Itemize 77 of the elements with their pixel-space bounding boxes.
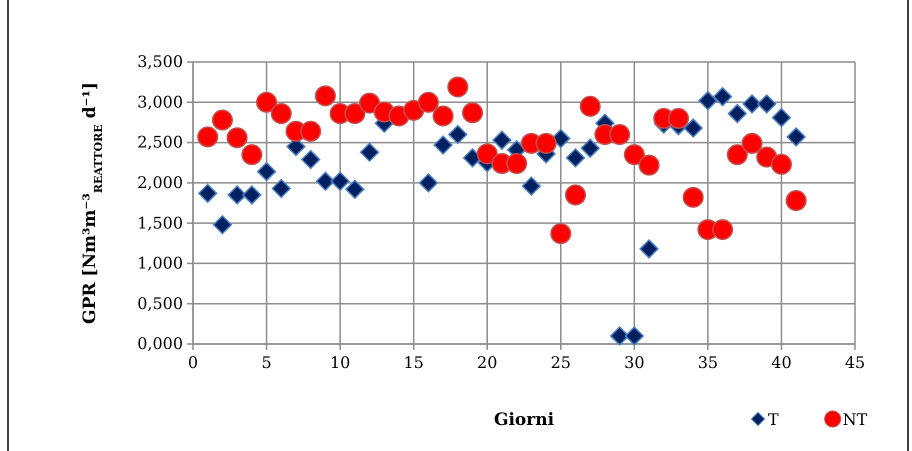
point xyxy=(212,215,232,234)
x-tick-label: 45 xyxy=(844,353,866,372)
x-tick-label: 0 xyxy=(188,353,198,372)
point xyxy=(522,176,541,196)
point xyxy=(462,102,484,124)
point xyxy=(241,144,262,166)
point xyxy=(432,105,454,126)
point xyxy=(433,135,453,155)
point xyxy=(212,110,233,131)
x-tick-label: 35 xyxy=(698,353,718,372)
point xyxy=(476,143,498,164)
point xyxy=(448,124,468,144)
point xyxy=(403,100,424,121)
point xyxy=(198,184,218,203)
point xyxy=(360,142,380,162)
y-tick-label: 3,000 xyxy=(137,92,183,112)
x-tick-label: 10 xyxy=(330,353,350,372)
point xyxy=(668,108,689,129)
point xyxy=(359,92,380,114)
x-tick-label: 30 xyxy=(624,353,645,372)
y-tick-label: 2,500 xyxy=(137,132,183,152)
x-tick-label: 40 xyxy=(771,353,792,372)
point xyxy=(638,154,660,176)
point xyxy=(256,92,278,113)
y-tick-label: 0,500 xyxy=(137,294,183,313)
point xyxy=(447,76,468,98)
point xyxy=(726,144,748,166)
point xyxy=(580,138,600,158)
y-tick-label: 3,500 xyxy=(137,52,183,72)
x-tick-label: 5 xyxy=(261,353,272,372)
point xyxy=(609,124,630,146)
point xyxy=(314,85,336,106)
point xyxy=(770,154,792,175)
point xyxy=(300,120,322,142)
legend-label: NT xyxy=(842,410,868,429)
point xyxy=(330,172,350,191)
x-tick-label: 15 xyxy=(403,353,424,372)
point xyxy=(197,126,218,148)
point xyxy=(345,180,364,199)
point xyxy=(772,108,792,128)
y-tick-label: 1,500 xyxy=(137,213,183,232)
point xyxy=(270,103,292,124)
point xyxy=(242,185,262,205)
x-axis-title: Giorni xyxy=(494,410,555,430)
point xyxy=(344,103,366,124)
point xyxy=(550,223,572,244)
point xyxy=(786,190,807,212)
point xyxy=(256,162,276,182)
point xyxy=(684,118,703,138)
point xyxy=(624,326,644,346)
point xyxy=(580,96,601,117)
point xyxy=(712,219,734,240)
point xyxy=(226,127,248,148)
point xyxy=(742,132,763,154)
y-tick-label: 1,000 xyxy=(137,254,183,273)
point xyxy=(506,153,528,174)
point xyxy=(682,186,704,208)
point xyxy=(418,92,439,113)
point xyxy=(566,148,586,168)
y-tick-label: 2,000 xyxy=(137,172,183,192)
point xyxy=(624,144,645,166)
point xyxy=(698,91,718,110)
point xyxy=(492,130,512,150)
legend-label: T xyxy=(768,410,779,429)
x-tick-label: 20 xyxy=(477,353,498,372)
point xyxy=(536,132,557,154)
point xyxy=(728,104,747,124)
x-tick-label: 25 xyxy=(550,353,571,372)
point xyxy=(418,173,438,192)
y-tick-label: 0,000 xyxy=(137,334,183,354)
point xyxy=(757,94,776,114)
point xyxy=(639,239,659,259)
point xyxy=(786,127,806,147)
point xyxy=(564,184,586,206)
point xyxy=(301,150,320,170)
point xyxy=(272,178,291,198)
point xyxy=(712,87,732,106)
